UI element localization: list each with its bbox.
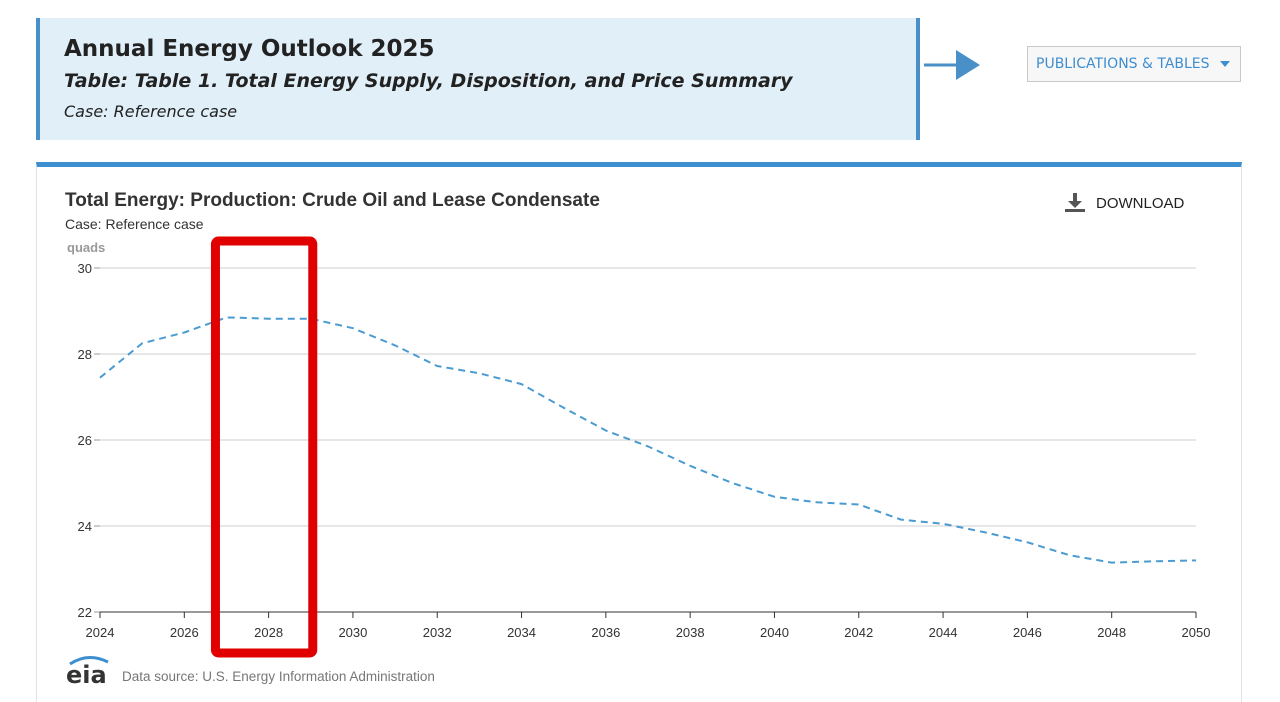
eia-logo: eia	[66, 656, 109, 686]
x-tick-label: 2048	[1097, 625, 1126, 640]
x-tick-label: 2040	[760, 625, 789, 640]
y-tick-label: 30	[78, 261, 92, 276]
y-tick-label: 24	[78, 519, 92, 534]
publications-tables-label: PUBLICATIONS & TABLES	[1036, 56, 1210, 72]
x-tick-label: 2024	[86, 625, 115, 640]
x-tick-label: 2042	[844, 625, 873, 640]
caret-down-icon	[1219, 61, 1230, 67]
chart-subtitle: Case: Reference case	[65, 216, 204, 232]
table-header-panel: Annual Energy Outlook 2025 Table: Table …	[36, 18, 920, 140]
x-tick-label: 2036	[591, 625, 620, 640]
x-tick-label: 2032	[423, 625, 452, 640]
case-label: Case: Reference case	[64, 102, 238, 121]
x-tick-label: 2050	[1182, 625, 1211, 640]
table-name: Table: Table 1. Total Energy Supply, Dis…	[64, 70, 793, 92]
outlook-title: Annual Energy Outlook 2025	[64, 36, 435, 62]
y-tick-label: 26	[78, 433, 92, 448]
arrow-right-icon	[924, 50, 980, 80]
chart-title: Total Energy: Production: Crude Oil and …	[65, 190, 600, 211]
x-tick-label: 2026	[170, 625, 199, 640]
x-tick-label: 2038	[676, 625, 705, 640]
y-tick-label: 22	[78, 605, 92, 620]
download-label: DOWNLOAD	[1096, 194, 1185, 212]
highlight-box	[210, 236, 318, 658]
series-line	[99, 316, 1197, 564]
publications-tables-dropdown[interactable]: PUBLICATIONS & TABLES	[1027, 46, 1241, 82]
y-axis-label: quads	[67, 240, 105, 255]
eia-logo-text: eia	[66, 661, 107, 686]
download-icon	[1065, 193, 1085, 212]
download-button[interactable]: DOWNLOAD	[1064, 193, 1184, 213]
x-tick-label: 2028	[254, 625, 283, 640]
x-tick-label: 2046	[1013, 625, 1042, 640]
x-tick-label: 2030	[338, 625, 367, 640]
y-tick-label: 28	[78, 347, 92, 362]
x-tick-label: 2044	[929, 625, 958, 640]
data-source: Data source: U.S. Energy Information Adm…	[122, 669, 435, 684]
chart-case: Case: Reference case	[65, 216, 204, 232]
x-tick-label: 2034	[507, 625, 536, 640]
